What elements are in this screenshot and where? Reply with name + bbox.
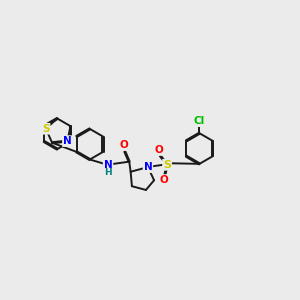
Text: S: S	[42, 124, 50, 134]
Text: Cl: Cl	[194, 116, 205, 126]
Text: N: N	[63, 136, 72, 146]
Text: O: O	[160, 175, 169, 185]
Text: O: O	[154, 145, 163, 155]
Text: H: H	[104, 168, 112, 177]
Text: N: N	[144, 162, 152, 172]
Text: N: N	[104, 160, 112, 170]
Text: S: S	[163, 160, 171, 170]
Text: O: O	[120, 140, 128, 150]
